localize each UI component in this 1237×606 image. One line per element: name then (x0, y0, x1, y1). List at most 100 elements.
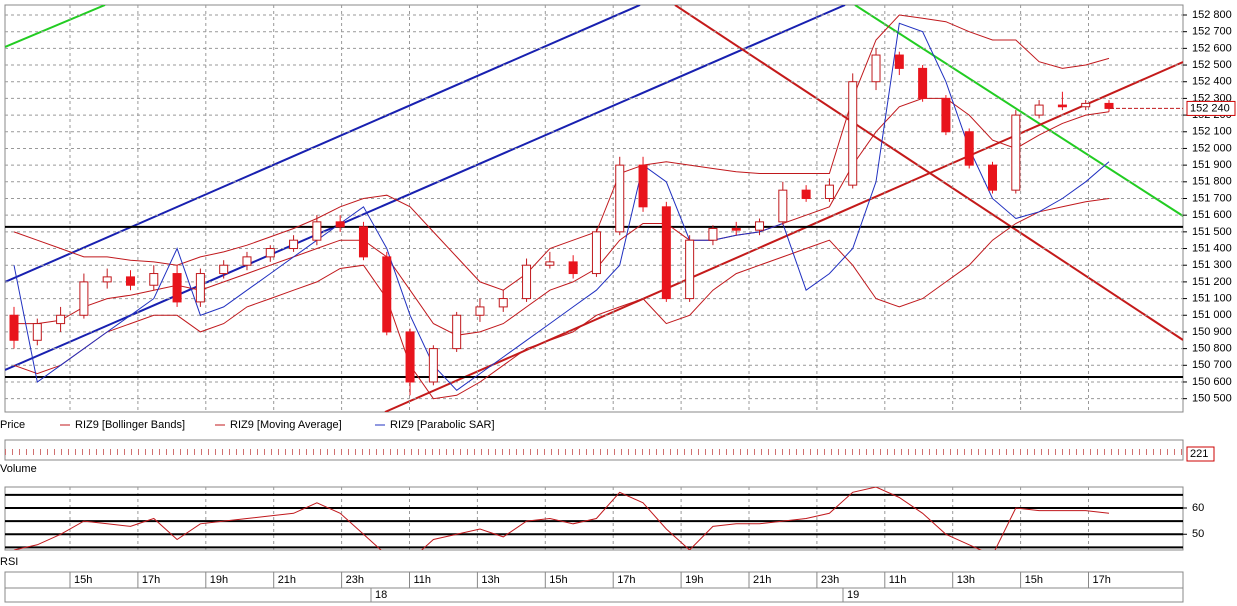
candle-body (498, 298, 508, 308)
candle-body (1081, 102, 1091, 108)
y-tick-label: 150 600 (1192, 376, 1232, 388)
legend-label: RIZ9 [Bollinger Bands] (75, 419, 185, 431)
last-price-box (1186, 100, 1236, 116)
candle-body (522, 264, 532, 300)
parabolic-sar (13, 22, 1110, 391)
y-tick-label: 152 600 (1192, 42, 1232, 54)
date-axis (4, 587, 1184, 603)
candle-body (731, 228, 741, 231)
candle-body (801, 189, 811, 199)
candle-body (242, 256, 252, 266)
candle-body (9, 314, 19, 341)
time-label: 21h (753, 574, 771, 586)
candle-body (1104, 102, 1114, 109)
candle-body (708, 228, 718, 241)
time-label: 11h (414, 574, 432, 586)
y-tick-label: 152 000 (1192, 142, 1232, 154)
candle-body (941, 97, 951, 133)
candle-body (289, 239, 299, 250)
bollinger-upper (13, 14, 1110, 291)
candle-body (452, 314, 462, 350)
candle-body (428, 348, 438, 383)
y-tick-label: 152 400 (1192, 76, 1232, 88)
candle-body (32, 323, 42, 341)
y-tick-label: 151 300 (1192, 259, 1232, 271)
legend-price: Price (0, 419, 25, 431)
y-tick-label: 151 100 (1192, 292, 1232, 304)
y-tick-label: 151 000 (1192, 309, 1232, 321)
candle-body (964, 131, 974, 166)
candle-body (405, 331, 415, 383)
candle-body (918, 67, 928, 99)
y-tick-label: 152 700 (1192, 26, 1232, 38)
candle-body (382, 256, 392, 333)
last-price-label: 152 240 (1190, 102, 1230, 114)
y-tick-label: 152 500 (1192, 59, 1232, 71)
rsi-plot (13, 487, 1110, 550)
candle-body (125, 276, 135, 286)
time-label: 23h (821, 574, 839, 586)
price-plot (5, 14, 1183, 400)
candle-body (335, 221, 345, 228)
rsi-panel (4, 486, 1184, 551)
candle-body (1011, 114, 1021, 191)
candle-body (102, 276, 112, 283)
y-tick-label: 152 800 (1192, 9, 1232, 21)
volume-last-box (1186, 446, 1215, 462)
candle-body (545, 261, 555, 266)
time-label: 23h (346, 574, 364, 586)
candle-body (195, 273, 205, 303)
candle-body (358, 226, 368, 258)
candle-body (56, 314, 66, 325)
time-label: 21h (278, 574, 296, 586)
candle-body (824, 184, 834, 199)
time-label: 19h (210, 574, 228, 586)
time-label: 17h (1093, 574, 1111, 586)
bollinger-lower (13, 198, 1110, 400)
time-label: 19h (685, 574, 703, 586)
price-panel (4, 4, 1184, 413)
candle-body (894, 54, 904, 69)
volume-last: 221 (1190, 448, 1208, 460)
candle-body (265, 248, 275, 258)
candle-body (79, 281, 89, 316)
candle-body (661, 206, 671, 300)
y-tick-label: 151 600 (1192, 209, 1232, 221)
legend-label: RIZ9 [Parabolic SAR] (390, 419, 495, 431)
rsi-line (13, 487, 1110, 550)
time-label: 11h (889, 574, 907, 586)
date-label: 19 (847, 589, 859, 601)
time-label: 15h (549, 574, 567, 586)
candle-body (172, 273, 182, 303)
rsi-label: RSI (0, 556, 18, 568)
volume-label: Volume (0, 463, 37, 475)
candle-body (591, 231, 601, 275)
candle-body (568, 261, 578, 275)
time-axis (4, 571, 1184, 589)
candle-body (848, 81, 858, 186)
candle-body (312, 221, 322, 241)
y-tick-label: 150 500 (1192, 393, 1232, 405)
candle-body (638, 164, 648, 208)
rsi-tick-label: 50 (1192, 528, 1204, 540)
candle-body (1034, 104, 1044, 116)
candle-body (988, 164, 998, 191)
candle-body (475, 306, 485, 316)
candle-body (778, 189, 788, 223)
time-label: 15h (74, 574, 92, 586)
y-tick-label: 150 700 (1192, 359, 1232, 371)
candle-body (685, 239, 695, 300)
candle-body (755, 221, 765, 231)
legend-label: RIZ9 [Moving Average] (230, 419, 342, 431)
candle-body (1057, 104, 1067, 108)
y-tick-label: 151 400 (1192, 242, 1232, 254)
y-tick-label: 152 100 (1192, 126, 1232, 138)
trend-lines (5, 5, 1183, 412)
y-tick-label: 151 900 (1192, 159, 1232, 171)
time-label: 17h (142, 574, 160, 586)
y-tick-label: 151 700 (1192, 192, 1232, 204)
candle-body (219, 264, 229, 275)
candle-body (149, 273, 159, 286)
time-label: 17h (617, 574, 635, 586)
